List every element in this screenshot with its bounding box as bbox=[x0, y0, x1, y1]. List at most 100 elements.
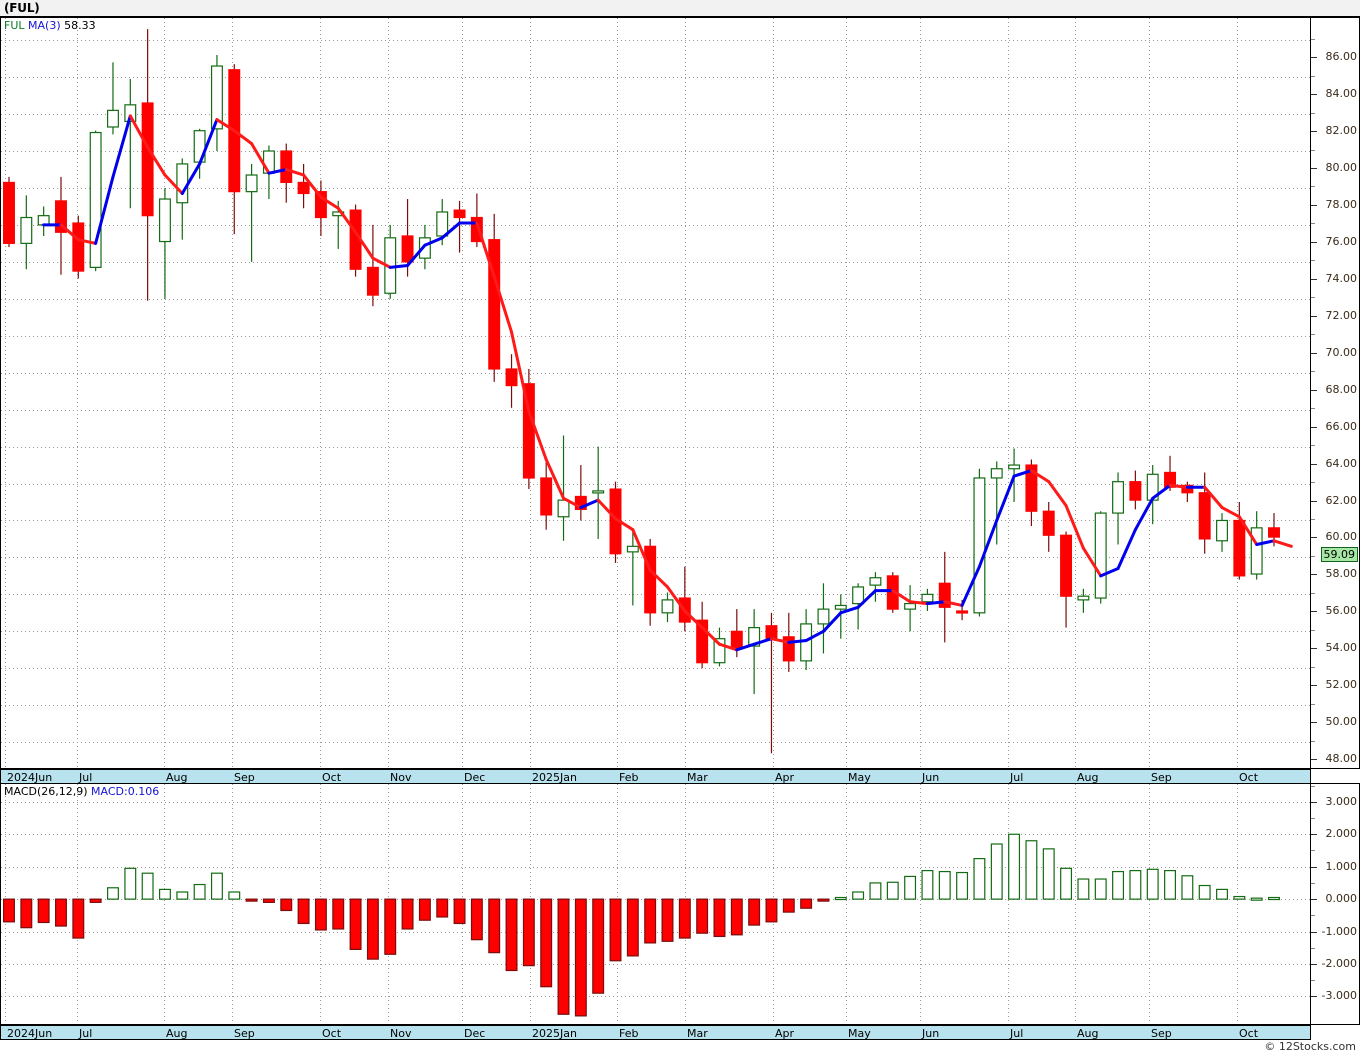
price-axis-tick-label: 78.00 bbox=[1325, 197, 1358, 211]
price-axis-tick bbox=[1311, 611, 1317, 613]
price-axis-minor-tick bbox=[1311, 371, 1315, 373]
date-axis-price-tick-label: Aug bbox=[1077, 771, 1099, 784]
date-axis-price-tick-label: 2025Jan bbox=[532, 771, 577, 784]
date-axis-price-tick-label: Sep bbox=[1151, 771, 1172, 784]
price-y-axis: 86.00 84.00 82.00 80.00 78.00 76.00 74.00 72.00… bbox=[1311, 17, 1360, 769]
price-axis-minor-tick bbox=[1311, 260, 1315, 262]
date-axis-price: 2024Jun Jul Aug Sep Oct Nov Dec 2025Jan Feb Mar Ap… bbox=[0, 769, 1311, 784]
price-axis-minor-tick bbox=[1311, 592, 1315, 594]
date-axis-macd-tick-label: Jun bbox=[922, 1027, 940, 1040]
price-axis-tick bbox=[1311, 574, 1317, 576]
macd-axis-tick bbox=[1311, 834, 1317, 836]
macd-axis-tick bbox=[1311, 964, 1317, 965]
macd-axis-tick bbox=[1311, 931, 1317, 933]
price-axis-tick bbox=[1311, 204, 1317, 206]
macd-axis-tick-label: 2.000 bbox=[1325, 827, 1358, 841]
price-axis-tick-label: 48.00 bbox=[1325, 752, 1358, 766]
price-plot bbox=[1, 18, 1310, 768]
price-axis-tick-label: 70.00 bbox=[1325, 345, 1358, 359]
price-axis-tick-label: 62.00 bbox=[1325, 493, 1358, 507]
page-title: (FUL) bbox=[4, 1, 40, 15]
price-axis-minor-tick bbox=[1311, 149, 1315, 151]
price-axis-tick-label: 50.00 bbox=[1325, 715, 1358, 729]
date-axis-price-tick-label: Apr bbox=[775, 771, 795, 784]
price-axis-tick bbox=[1311, 94, 1317, 96]
legend-ma-label: MA(3) bbox=[28, 19, 61, 32]
price-axis-tick-label: 60.00 bbox=[1325, 530, 1358, 544]
price-axis-tick-label: 74.00 bbox=[1325, 271, 1358, 285]
date-axis-price-tick-label: 2024Jun bbox=[7, 771, 53, 784]
price-chart-panel[interactable]: FUL MA(3) 58.33 bbox=[0, 17, 1311, 769]
macd-y-axis: 3.000 2.000 1.000 0.000 -1.000 -2.000 -3.000 bbox=[1311, 783, 1360, 1025]
price-axis-tick bbox=[1311, 57, 1317, 59]
macd-axis-tick-label: 0.000 bbox=[1325, 892, 1358, 906]
price-axis-tick bbox=[1311, 278, 1317, 280]
price-axis-tick bbox=[1311, 537, 1317, 539]
price-axis-minor-tick bbox=[1311, 223, 1315, 225]
price-axis-tick-label: 52.00 bbox=[1325, 678, 1358, 692]
price-axis-minor-tick bbox=[1311, 297, 1315, 299]
price-axis-minor-tick bbox=[1311, 186, 1315, 188]
price-axis-minor-tick bbox=[1311, 445, 1315, 447]
price-axis-tick-label: 86.00 bbox=[1325, 50, 1358, 64]
date-axis-price-tick-label: Feb bbox=[619, 771, 639, 784]
price-axis-tick-label: 80.00 bbox=[1325, 161, 1358, 174]
price-axis-minor-tick bbox=[1311, 518, 1315, 520]
price-axis-tick bbox=[1311, 500, 1317, 502]
price-axis-minor-tick bbox=[1311, 334, 1315, 336]
date-axis-macd-tick-label: Jul bbox=[1010, 1027, 1024, 1040]
price-axis-tick bbox=[1311, 759, 1317, 761]
price-axis-minor-tick bbox=[1311, 408, 1315, 410]
price-axis-tick bbox=[1311, 389, 1317, 391]
price-axis-minor-tick bbox=[1311, 482, 1315, 484]
date-axis-price-tick-label: May bbox=[848, 771, 871, 784]
price-axis-tick bbox=[1311, 168, 1317, 169]
copyright-credit: © 12Stocks.com bbox=[1264, 1040, 1356, 1053]
date-axis-macd-tick-label: Sep bbox=[1151, 1027, 1172, 1040]
macd-chart-panel[interactable]: MACD(26,12,9) MACD:0.106 bbox=[0, 783, 1311, 1025]
legend-ma-value: 58.33 bbox=[64, 19, 96, 32]
date-axis-price-tick-label: Jun bbox=[922, 771, 940, 784]
price-axis-tick-label: 76.00 bbox=[1325, 234, 1358, 248]
date-axis-price-tick-label: Oct bbox=[322, 771, 342, 784]
price-axis-tick bbox=[1311, 131, 1317, 133]
chart-titlebar: (FUL) bbox=[0, 0, 1360, 17]
macd-axis-tick-label: -1.000 bbox=[1321, 924, 1357, 938]
price-axis-tick bbox=[1311, 648, 1317, 650]
date-axis-macd-tick-label: 2025Jan bbox=[532, 1027, 577, 1040]
price-axis-tick bbox=[1311, 315, 1317, 317]
date-axis-macd-tick-label: Oct bbox=[1239, 1027, 1259, 1040]
date-axis-price-tick-label: Jul bbox=[1010, 771, 1024, 784]
price-axis-tick bbox=[1311, 722, 1317, 724]
price-axis-minor-tick bbox=[1311, 38, 1315, 40]
macd-axis-minor-tick bbox=[1311, 915, 1315, 917]
date-axis-price-tick-label: Sep bbox=[234, 771, 255, 784]
date-axis-macd-tick-label: 2024Jun bbox=[7, 1027, 53, 1040]
price-axis-tick bbox=[1311, 426, 1317, 428]
macd-axis-tick-label: 1.000 bbox=[1325, 859, 1358, 873]
macd-legend-value: MACD:0.106 bbox=[91, 785, 160, 798]
date-axis-price-tick-label: Nov bbox=[390, 771, 412, 784]
price-axis-tick bbox=[1311, 463, 1317, 465]
macd-axis-tick-label: -3.000 bbox=[1321, 989, 1357, 1003]
chart-footer: © 12Stocks.com bbox=[0, 1040, 1360, 1056]
date-axis-macd-tick-label: Apr bbox=[775, 1027, 795, 1040]
price-axis-minor-tick bbox=[1311, 666, 1315, 668]
date-axis-macd-tick-label: Aug bbox=[1077, 1027, 1099, 1040]
macd-axis-tick-label: 3.000 bbox=[1325, 794, 1358, 808]
date-axis-macd-tick-label: Sep bbox=[234, 1027, 255, 1040]
macd-plot bbox=[1, 784, 1310, 1024]
macd-axis-tick-label: -2.000 bbox=[1321, 957, 1357, 970]
price-axis-minor-tick bbox=[1311, 703, 1315, 705]
date-axis-price-tick-label: Aug bbox=[166, 771, 188, 784]
price-axis-tick-label: 72.00 bbox=[1325, 308, 1358, 322]
price-axis-tick-label: 54.00 bbox=[1325, 641, 1358, 655]
price-axis-minor-tick bbox=[1311, 112, 1315, 114]
price-axis-tick bbox=[1311, 352, 1317, 354]
date-axis-macd-tick-label: Jul bbox=[79, 1027, 93, 1040]
macd-axis-tick bbox=[1311, 801, 1317, 803]
price-axis-minor-tick bbox=[1311, 75, 1315, 77]
macd-axis-minor-tick bbox=[1311, 818, 1315, 820]
macd-axis-minor-tick bbox=[1311, 850, 1315, 852]
